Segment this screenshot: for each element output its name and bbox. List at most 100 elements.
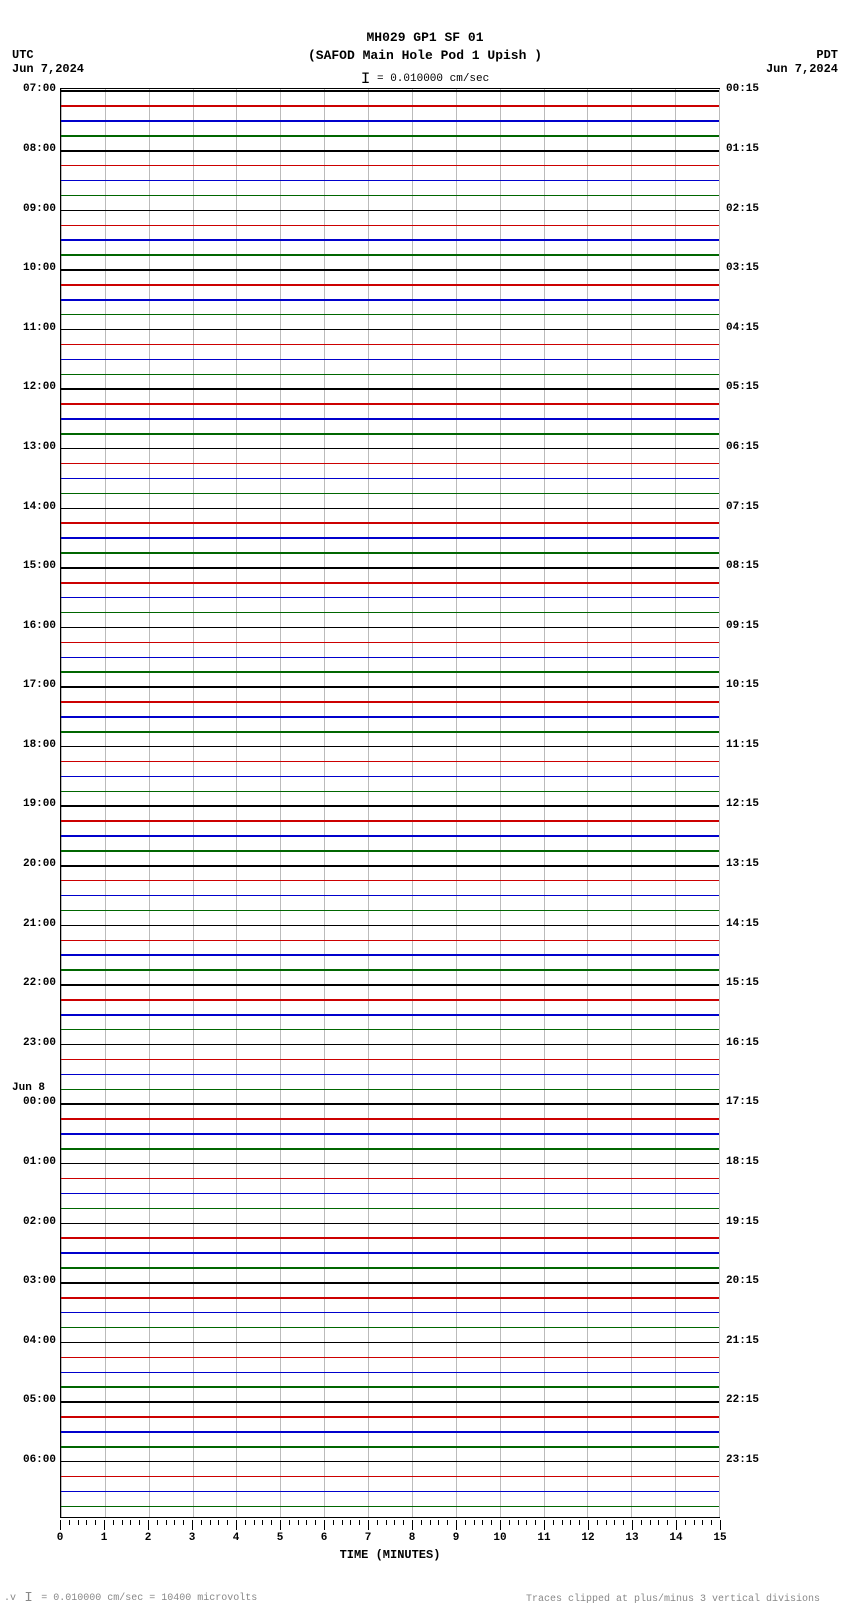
x-tick-minor — [623, 1520, 624, 1525]
trace-line — [61, 850, 719, 852]
chart-subtitle: (SAFOD Main Hole Pod 1 Upish ) — [0, 48, 850, 63]
x-tick-minor — [465, 1520, 466, 1525]
x-tick-label: 0 — [57, 1532, 64, 1544]
x-tick-minor — [421, 1520, 422, 1525]
x-tick-minor — [562, 1520, 563, 1525]
pdt-time-label: 11:15 — [726, 739, 786, 751]
pdt-time-label: 10:15 — [726, 679, 786, 691]
footer-left-text: = 0.010000 cm/sec = 10400 microvolts — [41, 1593, 257, 1604]
x-tick-major — [60, 1520, 61, 1530]
trace-line — [61, 731, 719, 733]
utc-time-label: 10:00 — [6, 262, 56, 274]
x-tick-label: 5 — [277, 1532, 284, 1544]
trace-line — [61, 716, 719, 718]
trace-line — [61, 269, 719, 271]
grid-vertical — [500, 89, 501, 1517]
trace-line — [61, 314, 719, 316]
x-tick-label: 15 — [713, 1532, 726, 1544]
pdt-time-label: 17:15 — [726, 1096, 786, 1108]
x-tick-minor — [289, 1520, 290, 1525]
x-tick-label: 7 — [365, 1532, 372, 1544]
trace-line — [61, 925, 719, 927]
x-tick-minor — [650, 1520, 651, 1525]
x-tick-minor — [298, 1520, 299, 1525]
utc-time-label: 21:00 — [6, 918, 56, 930]
x-tick-minor — [315, 1520, 316, 1525]
x-tick-minor — [641, 1520, 642, 1525]
trace-line — [61, 150, 719, 152]
x-tick-minor — [245, 1520, 246, 1525]
utc-time-label: 16:00 — [6, 620, 56, 632]
trace-line — [61, 210, 719, 212]
trace-line — [61, 1386, 719, 1388]
trace-line — [61, 1461, 719, 1463]
trace-line — [61, 1297, 719, 1299]
trace-line — [61, 1178, 719, 1180]
x-tick-minor — [254, 1520, 255, 1525]
utc-time-label: 12:00 — [6, 381, 56, 393]
trace-line — [61, 418, 719, 420]
x-tick-minor — [271, 1520, 272, 1525]
x-tick-major — [324, 1520, 325, 1530]
seismogram-container: MH029 GP1 SF 01 (SAFOD Main Hole Pod 1 U… — [0, 0, 850, 1613]
x-tick-major — [412, 1520, 413, 1530]
x-tick-minor — [218, 1520, 219, 1525]
trace-line — [61, 493, 719, 495]
x-tick-minor — [509, 1520, 510, 1525]
trace-line — [61, 1431, 719, 1433]
trace-line — [61, 999, 719, 1001]
utc-time-label: 04:00 — [6, 1335, 56, 1347]
utc-time-label: 01:00 — [6, 1156, 56, 1168]
utc-time-label: 05:00 — [6, 1394, 56, 1406]
x-tick-minor — [447, 1520, 448, 1525]
utc-time-label: 14:00 — [6, 501, 56, 513]
utc-time-label: 20:00 — [6, 858, 56, 870]
utc-time-label: 06:00 — [6, 1454, 56, 1466]
trace-line — [61, 761, 719, 763]
x-tick-minor — [491, 1520, 492, 1525]
x-tick-major — [676, 1520, 677, 1530]
grid-vertical — [456, 89, 457, 1517]
trace-line — [61, 1506, 719, 1508]
x-tick-label: 12 — [581, 1532, 594, 1544]
x-tick-label: 14 — [669, 1532, 682, 1544]
x-tick-minor — [579, 1520, 580, 1525]
x-tick-minor — [614, 1520, 615, 1525]
trace-line — [61, 254, 719, 256]
pdt-time-label: 08:15 — [726, 560, 786, 572]
trace-line — [61, 1208, 719, 1210]
x-tick-minor — [403, 1520, 404, 1525]
trace-line — [61, 522, 719, 524]
x-tick-major — [192, 1520, 193, 1530]
trace-line — [61, 359, 719, 361]
trace-line — [61, 537, 719, 539]
trace-line — [61, 910, 719, 912]
x-tick-minor — [570, 1520, 571, 1525]
x-tick-minor — [658, 1520, 659, 1525]
trace-line — [61, 1282, 719, 1284]
x-tick-minor — [333, 1520, 334, 1525]
grid-vertical — [675, 89, 676, 1517]
utc-time-label: 23:00 — [6, 1037, 56, 1049]
x-tick-minor — [350, 1520, 351, 1525]
trace-line — [61, 135, 719, 137]
pdt-time-label: 19:15 — [726, 1216, 786, 1228]
utc-time-label: 00:00 — [6, 1096, 56, 1108]
grid-vertical — [236, 89, 237, 1517]
utc-time-label: 09:00 — [6, 203, 56, 215]
x-tick-minor — [711, 1520, 712, 1525]
trace-line — [61, 746, 719, 748]
x-tick-minor — [438, 1520, 439, 1525]
trace-line — [61, 239, 719, 241]
x-tick-major — [368, 1520, 369, 1530]
trace-line — [61, 1089, 719, 1091]
pdt-time-label: 12:15 — [726, 798, 786, 810]
pdt-time-label: 15:15 — [726, 977, 786, 989]
x-tick-minor — [86, 1520, 87, 1525]
trace-line — [61, 1476, 719, 1478]
x-tick-label: 3 — [189, 1532, 196, 1544]
trace-line — [61, 284, 719, 286]
x-tick-minor — [306, 1520, 307, 1525]
utc-time-label: 03:00 — [6, 1275, 56, 1287]
trace-line — [61, 820, 719, 822]
